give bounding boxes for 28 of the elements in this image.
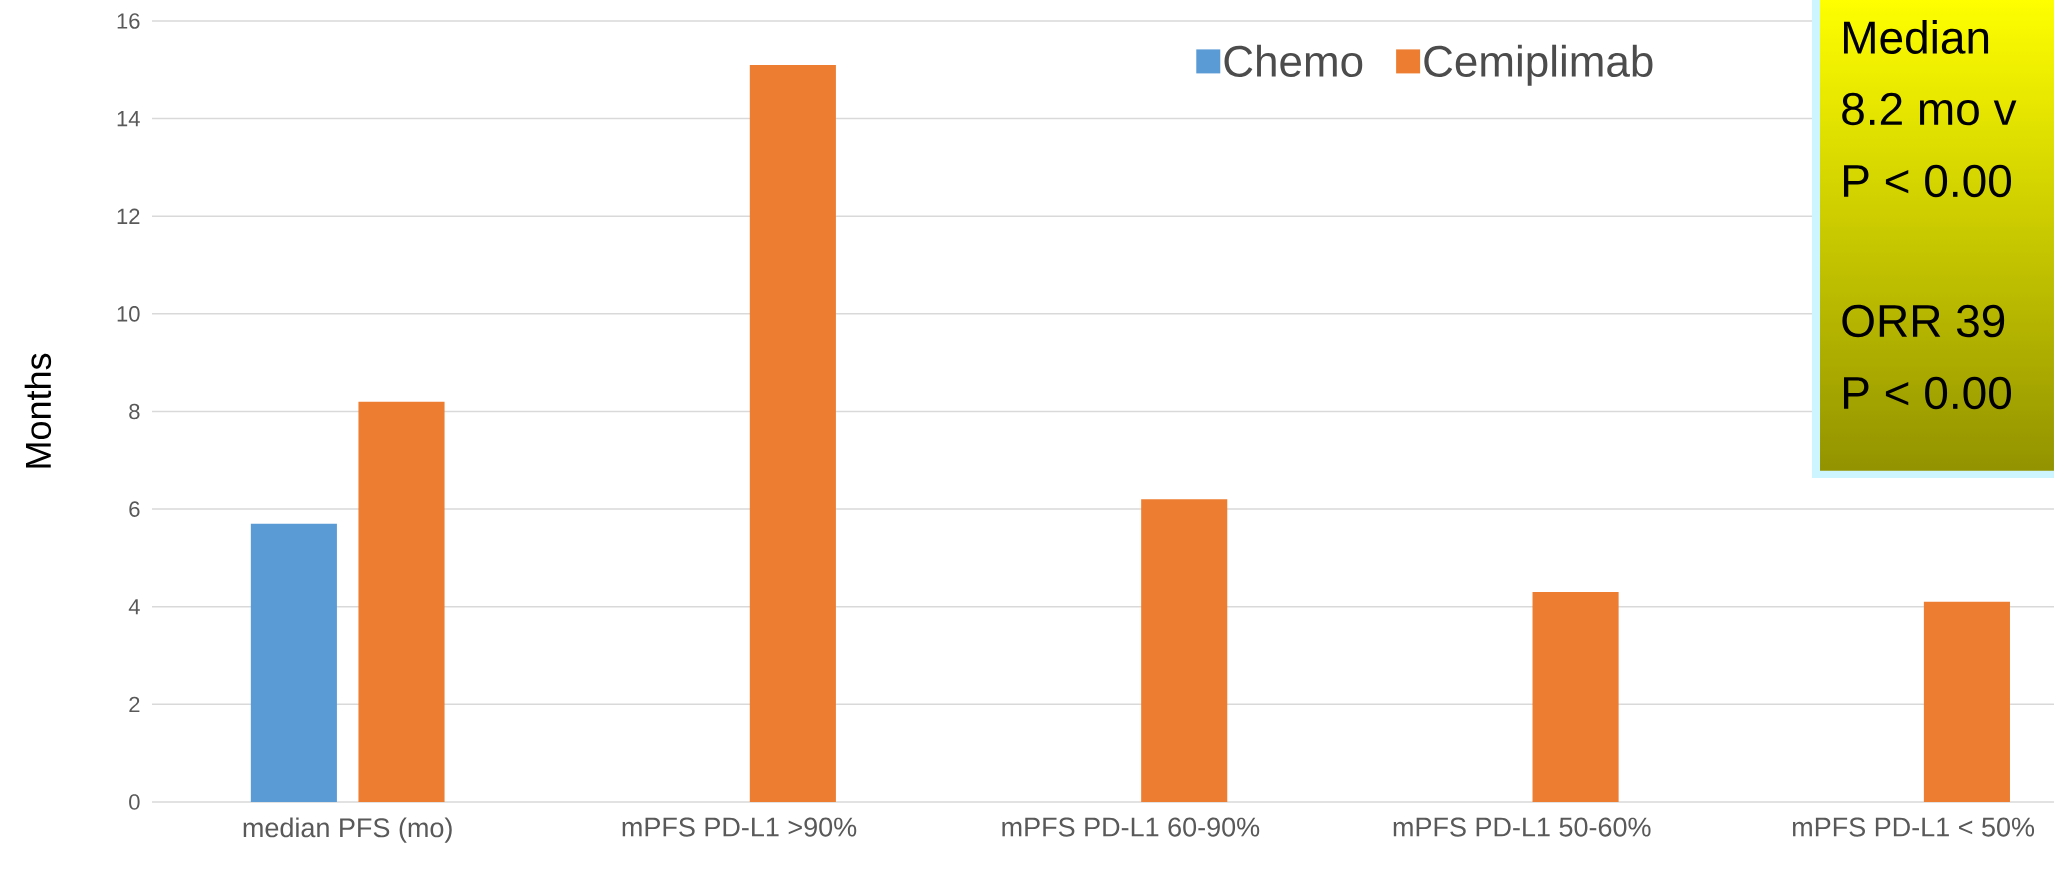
y-tick-label: 12 [117, 208, 140, 224]
legend-label: Chemo [1224, 44, 1363, 78]
y-tick-label: 4 [128, 599, 140, 615]
x-tick-label: mPFS PD-L1 60-90% [1002, 817, 1260, 837]
x-tick-label: mPFS PD-L1 < 50% [1792, 817, 2035, 837]
x-tick-label: median PFS (mo) [243, 817, 452, 843]
annotation: ORR 39 [1842, 304, 2005, 338]
bar [1141, 499, 1228, 802]
bar [1923, 601, 2010, 802]
annotation: P < 0.00 [1843, 376, 2012, 410]
y-tick-label: 14 [117, 111, 140, 127]
bar [749, 64, 836, 802]
annotation: Median [1843, 20, 1989, 54]
y-tick-label: 8 [129, 403, 140, 420]
y-tick-label: 6 [129, 501, 140, 517]
y-tick-label: 16 [117, 13, 140, 29]
bar [358, 401, 445, 802]
y-tick-label: 10 [117, 306, 140, 322]
y-axis-title: Months [24, 353, 52, 468]
x-tick-label: mPFS PD-L1 >90% [622, 817, 857, 837]
annotation: P < 0.00 [1843, 164, 2012, 198]
x-tick-label: mPFS PD-L1 50-60% [1393, 817, 1651, 837]
y-tick-label: 0 [129, 794, 140, 810]
annotation: 8.2 mo v [1842, 92, 2017, 126]
y-tick-label: 2 [129, 696, 140, 713]
bar [250, 523, 337, 802]
legend-label: Cemiplimab [1424, 44, 1653, 86]
bar [1532, 592, 1619, 802]
